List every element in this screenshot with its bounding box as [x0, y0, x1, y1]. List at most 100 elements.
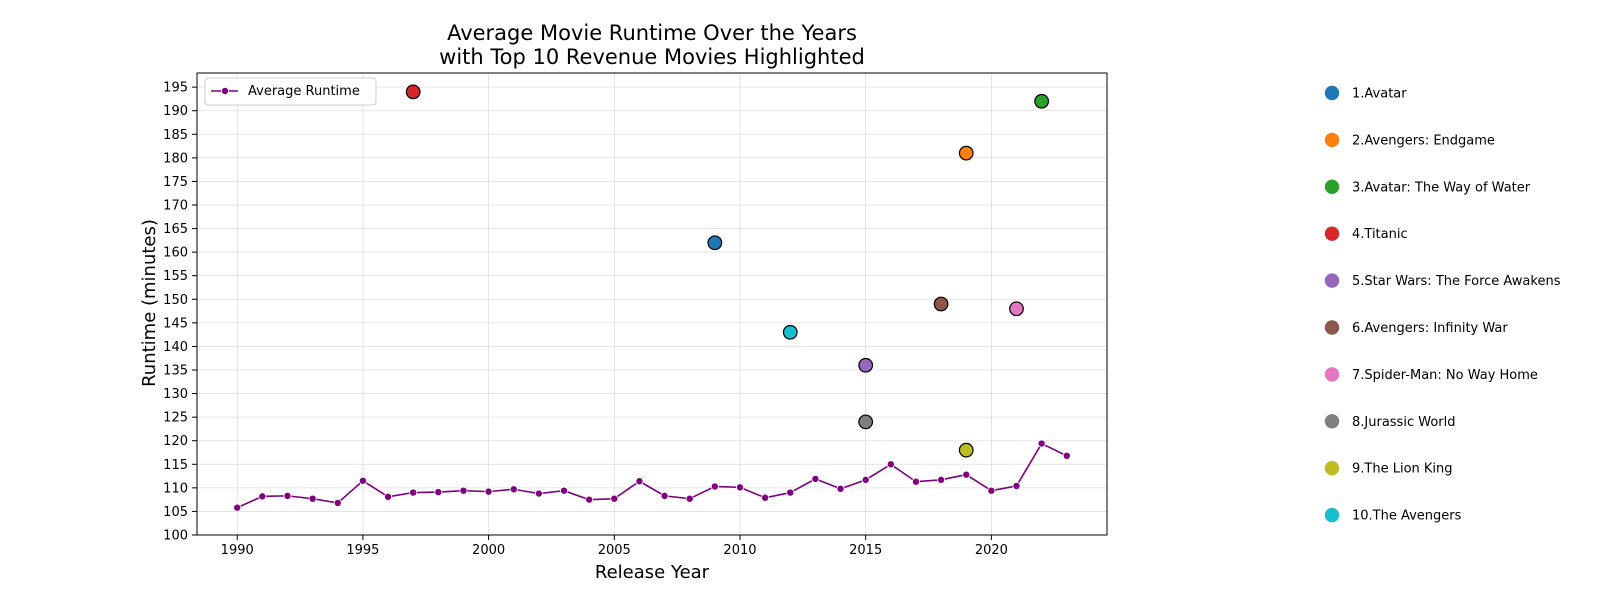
x-tick-label: 2020	[975, 543, 1008, 558]
movie-legend-marker	[1324, 414, 1340, 429]
highlighted-movie-point	[958, 442, 974, 458]
y-axis-label: Runtime (minutes)	[139, 219, 160, 387]
y-tick-label: 105	[163, 505, 188, 520]
average-runtime-point	[786, 488, 795, 497]
average-runtime-point	[886, 460, 895, 469]
y-tick-label: 195	[163, 81, 188, 96]
movie-legend-marker	[1324, 179, 1340, 194]
y-axis-ticks: 100 105 110 115 120 125 130 135 140 145 150 155 160 1…	[163, 81, 197, 544]
average-runtime-point	[358, 476, 367, 485]
average-runtime-point	[509, 485, 518, 494]
average-runtime-point	[233, 503, 242, 512]
x-tick-label: 2010	[723, 543, 756, 558]
highlighted-movie-point	[858, 414, 874, 430]
average-runtime-point	[710, 482, 719, 491]
highlighted-movie-point	[858, 357, 874, 373]
movie-legend-marker	[1324, 320, 1340, 335]
highlighted-movie-point	[1034, 93, 1050, 109]
x-tick-label: 2015	[849, 543, 882, 558]
highlighted-movie-point	[958, 145, 974, 161]
average-runtime-point	[735, 483, 744, 492]
average-runtime-point	[861, 475, 870, 484]
y-tick-label: 145	[163, 316, 188, 331]
average-runtime-point	[534, 489, 543, 498]
y-tick-label: 160	[163, 246, 188, 261]
average-runtime-point	[761, 493, 770, 502]
average-runtime-point	[308, 494, 317, 503]
series-legend-box	[204, 77, 377, 106]
average-runtime-point	[409, 488, 418, 497]
y-tick-label: 135	[163, 364, 188, 379]
average-runtime-point	[836, 484, 845, 493]
y-tick-label: 100	[163, 529, 188, 544]
y-tick-label: 115	[163, 458, 188, 473]
y-tick-label: 155	[163, 269, 188, 284]
highlight-layer	[405, 84, 1050, 458]
x-tick-label: 2005	[598, 543, 631, 558]
average-runtime-point	[459, 486, 468, 495]
highlighted-movie-point	[782, 324, 798, 340]
movie-legend-label: 8.Jurassic World	[1352, 415, 1455, 430]
y-tick-label: 125	[163, 411, 188, 426]
y-tick-label: 190	[163, 104, 188, 119]
plot-frame	[196, 72, 1108, 536]
average-runtime-point	[660, 491, 669, 500]
grid-lines	[197, 73, 1107, 536]
x-tick-label: 1995	[346, 543, 379, 558]
average-runtime-point	[1037, 439, 1046, 448]
average-runtime-point	[1012, 481, 1021, 490]
x-axis-ticks: 1990 1995 2000 2005 2010 2015 2020	[221, 535, 1008, 558]
chart-title-line-1: Average Movie Runtime Over the Years	[447, 21, 857, 45]
y-tick-label: 170	[163, 199, 188, 214]
series-legend-marker	[220, 87, 229, 96]
average-runtime-point	[384, 492, 393, 501]
movie-legend-label: 5.Star Wars: The Force Awakens	[1352, 274, 1561, 289]
average-runtime-point	[911, 477, 920, 486]
movie-legend: 1.Avatar 2.Avengers: Endgame 3.Avatar: The…	[1324, 85, 1561, 524]
average-runtime-point	[283, 491, 292, 500]
x-axis-label: Release Year	[595, 562, 710, 583]
highlighted-movie-point	[707, 235, 723, 251]
average-runtime-point	[610, 494, 619, 503]
average-runtime-point	[987, 486, 996, 495]
y-tick-label: 165	[163, 222, 188, 237]
movie-legend-marker	[1324, 273, 1340, 288]
movie-legend-label: 9.The Lion King	[1352, 462, 1453, 477]
movie-legend-marker	[1324, 507, 1340, 523]
movie-legend-marker	[1324, 461, 1340, 476]
highlighted-movie-point	[933, 296, 949, 312]
y-tick-label: 110	[163, 481, 188, 496]
series-layer	[233, 439, 1071, 512]
average-runtime-point	[635, 477, 644, 486]
movie-legend-label: 10.The Avengers	[1352, 509, 1462, 524]
y-tick-label: 180	[163, 151, 188, 166]
movie-legend-marker	[1324, 226, 1340, 241]
average-runtime-point	[811, 474, 820, 483]
average-runtime-point	[937, 475, 946, 484]
movie-legend-marker	[1324, 367, 1340, 382]
average-runtime-point	[484, 487, 493, 496]
movie-legend-label: 3.Avatar: The Way of Water	[1352, 180, 1531, 195]
average-runtime-point	[585, 495, 594, 504]
average-runtime-point	[1062, 451, 1071, 460]
average-runtime-point	[333, 498, 342, 507]
chart-title: Average Movie Runtime Over the Years wit…	[439, 21, 865, 69]
y-tick-label: 150	[163, 293, 188, 308]
average-runtime-point	[434, 488, 443, 497]
y-tick-label: 120	[163, 434, 188, 449]
series-legend-label: Average Runtime	[248, 84, 360, 99]
movie-legend-marker	[1324, 132, 1340, 148]
y-tick-label: 140	[163, 340, 188, 355]
y-tick-label: 175	[163, 175, 188, 190]
highlighted-movie-point	[405, 84, 421, 100]
x-tick-label: 1990	[221, 543, 254, 558]
average-runtime-point	[685, 494, 694, 503]
average-runtime-point	[258, 492, 267, 501]
movie-legend-label: 4.Titanic	[1352, 227, 1408, 242]
average-runtime-line	[236, 442, 1068, 509]
highlighted-movie-point	[1009, 301, 1024, 317]
movie-legend-label: 1.Avatar	[1352, 87, 1407, 102]
average-runtime-point	[560, 486, 569, 495]
y-tick-label: 185	[163, 128, 188, 143]
